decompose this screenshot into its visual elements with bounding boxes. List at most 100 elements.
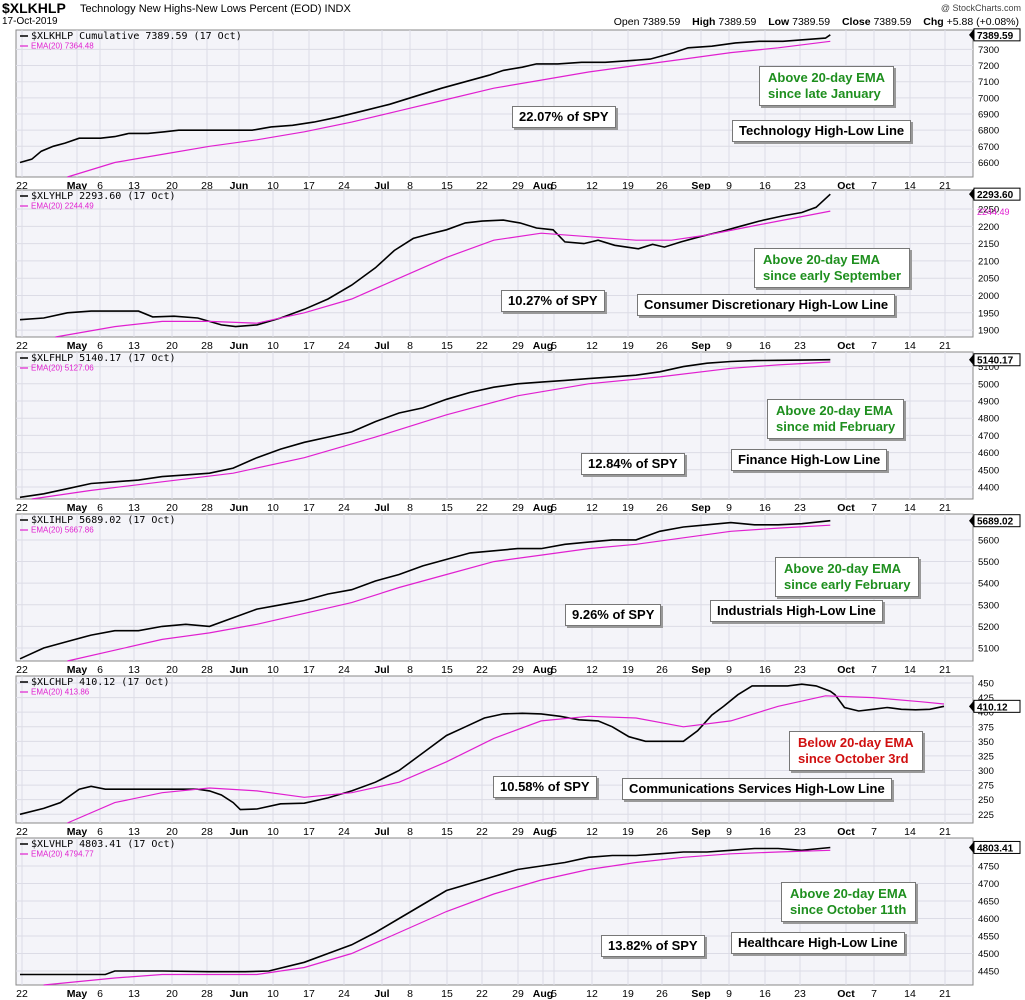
x-tick-label: 20: [166, 502, 178, 514]
spy-weight-note: 9.26% of SPY: [565, 604, 662, 626]
x-tick-label: May: [67, 340, 88, 352]
x-tick-label: 23: [794, 502, 806, 514]
x-tick-label: 26: [656, 502, 668, 514]
annotation-line-1: Above 20-day EMA: [790, 886, 908, 901]
last-value-label: 410.12: [977, 702, 1008, 713]
spy-weight-note: 12.84% of SPY: [581, 453, 685, 475]
annotation-line-1: Below 20-day EMA: [798, 735, 914, 750]
x-tick-label: Sep: [691, 664, 710, 676]
x-tick-label: 8: [407, 988, 413, 1000]
x-tick-label: 9: [726, 502, 732, 514]
x-tick-label: 16: [759, 340, 771, 352]
annotation-line-1: 22.07% of SPY: [519, 109, 609, 124]
x-tick-label: 8: [407, 664, 413, 676]
x-tick-label: 6: [97, 340, 103, 352]
legend-price: $XLKHLP Cumulative 7389.59 (17 Oct): [31, 31, 242, 42]
annotation-line-1: 10.27% of SPY: [508, 293, 598, 308]
annotation-line-1: Above 20-day EMA: [768, 70, 886, 85]
x-tick-label: Oct: [837, 340, 855, 352]
ema-status-note: Above 20-day EMA since October 11th: [781, 882, 917, 922]
last-value-label: 7389.59: [977, 31, 1014, 42]
y-tick-label: 275: [978, 781, 994, 792]
x-tick-label: Jul: [374, 826, 389, 838]
x-tick-label: Jul: [374, 180, 389, 192]
last-value-label: 5689.02: [977, 517, 1014, 528]
ohlc-chg-value: +5.88 (+0.08%): [946, 16, 1019, 28]
y-tick-label: 2000: [978, 291, 999, 302]
x-tick-label: Aug: [533, 988, 553, 1000]
y-tick-label: 6700: [978, 142, 999, 153]
ema-status-note: Below 20-day EMA since October 3rd: [789, 731, 923, 771]
y-tick-label: 4650: [978, 897, 999, 908]
annotation-line-1: Industrials High-Low Line: [717, 603, 876, 618]
legend-price: $XLIHLP 5689.02 (17 Oct): [31, 515, 176, 526]
y-tick-label: 400: [978, 708, 994, 719]
x-tick-label: 23: [794, 664, 806, 676]
x-tick-label: 13: [128, 502, 140, 514]
last-value-label: 2293.60: [977, 190, 1014, 201]
y-tick-label: 4500: [978, 949, 999, 960]
x-tick-label: 13: [128, 664, 140, 676]
price-line: [19, 519, 831, 660]
x-tick-label: 26: [656, 340, 668, 352]
x-tick-label: 5: [551, 826, 557, 838]
x-tick-label: 14: [904, 502, 916, 514]
x-tick-label: 5: [551, 664, 557, 676]
x-tick-label: 9: [726, 826, 732, 838]
x-tick-label: 23: [794, 340, 806, 352]
ema-line: [31, 361, 831, 500]
x-tick-label: 6: [97, 502, 103, 514]
y-tick-label: 6900: [978, 110, 999, 121]
y-tick-label: 5100: [978, 362, 999, 373]
x-tick-label: 21: [939, 988, 951, 1000]
x-tick-label: 10: [267, 826, 279, 838]
x-tick-label: Jun: [230, 340, 249, 352]
x-tick-label: 16: [759, 664, 771, 676]
y-tick-label: 7100: [978, 77, 999, 88]
y-tick-label: 4700: [978, 431, 999, 442]
annotation-line-1: 9.26% of SPY: [572, 607, 655, 622]
ohlc-low-value: 7389.59: [792, 16, 831, 28]
legend-price: $XLCHLP 410.12 (17 Oct): [31, 677, 169, 688]
x-tick-label: 19: [622, 826, 634, 838]
spy-weight-note: 10.27% of SPY: [501, 290, 605, 312]
last-value-pointer: [969, 188, 974, 201]
x-tick-label: 19: [622, 664, 634, 676]
x-tick-label: Aug: [533, 826, 553, 838]
x-tick-label: 26: [656, 664, 668, 676]
x-tick-label: Oct: [837, 502, 855, 514]
x-tick-label: 8: [407, 180, 413, 192]
x-tick-label: May: [67, 664, 88, 676]
x-tick-label: Jun: [230, 988, 249, 1000]
ema-status-note: Above 20-day EMA since early February: [775, 557, 920, 597]
x-tick-label: 22: [476, 988, 488, 1000]
x-tick-label: 24: [338, 664, 350, 676]
x-tick-label: Aug: [533, 664, 553, 676]
x-tick-label: 9: [726, 664, 732, 676]
x-tick-label: 14: [904, 826, 916, 838]
x-tick-label: 14: [904, 340, 916, 352]
x-tick-label: 12: [586, 826, 598, 838]
annotation-line-1: 10.58% of SPY: [500, 779, 590, 794]
x-tick-label: 6: [97, 664, 103, 676]
x-tick-label: 22: [476, 664, 488, 676]
y-tick-label: 7000: [978, 93, 999, 104]
legend-ema: EMA(20) 413.86: [31, 688, 90, 697]
x-tick-label: Oct: [837, 664, 855, 676]
y-tick-label: 7300: [978, 45, 999, 56]
chart-date: 17-Oct-2019: [2, 16, 58, 27]
x-tick-label: 22: [16, 664, 28, 676]
annotation-line-2: since October 11th: [790, 902, 907, 917]
x-tick-label: 5: [551, 502, 557, 514]
x-tick-label: 10: [267, 502, 279, 514]
x-tick-label: 15: [441, 826, 453, 838]
legend-ema: EMA(20) 2244.49: [31, 202, 94, 211]
y-tick-label: 225: [978, 810, 994, 821]
price-line: [19, 193, 831, 328]
y-tick-label: 425: [978, 693, 994, 704]
x-tick-label: 17: [303, 988, 315, 1000]
x-tick-label: 15: [441, 988, 453, 1000]
x-tick-label: 23: [794, 180, 806, 192]
x-tick-label: 9: [726, 180, 732, 192]
